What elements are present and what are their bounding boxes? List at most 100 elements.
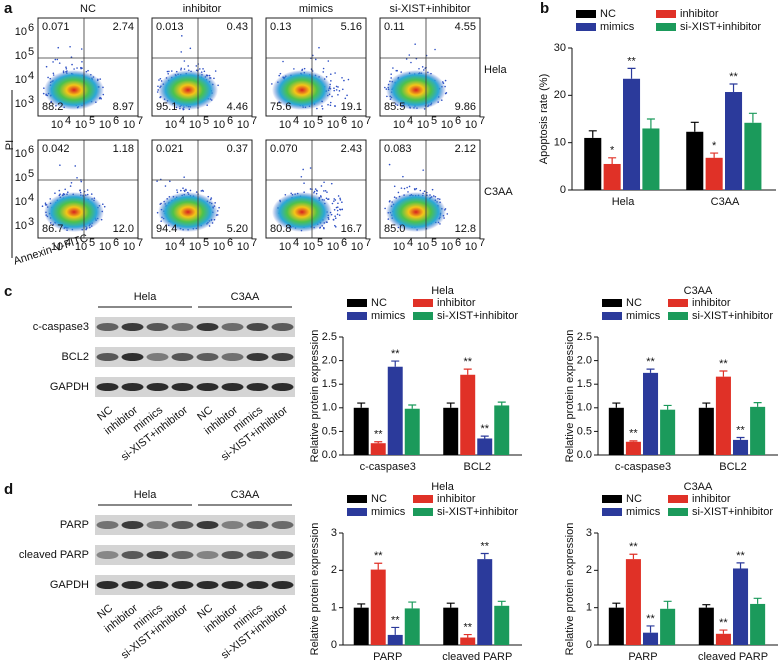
bar: [584, 137, 602, 190]
band: [171, 383, 194, 391]
event-dot: [408, 54, 411, 56]
y-tick-exponent: 6: [28, 144, 34, 156]
x-tick-exponent: 4: [65, 115, 71, 127]
x-tick-base: 10: [393, 241, 405, 253]
chart-title: Hela: [431, 285, 455, 297]
membrane: [95, 515, 295, 535]
bar: [744, 122, 762, 190]
event-dot: [402, 175, 404, 178]
event-dot: [341, 88, 344, 91]
event-dot: [329, 104, 332, 107]
x-tick-label: BCL2: [719, 461, 747, 473]
event-dot: [393, 185, 396, 188]
error-bar: [663, 600, 672, 609]
event-dot: [322, 71, 325, 73]
x-tick-base: 10: [327, 241, 339, 253]
event-dot: [180, 35, 183, 37]
band: [96, 353, 119, 361]
y-tick-label: 10: [554, 137, 566, 149]
bar: [733, 568, 749, 645]
event-dot: [70, 182, 73, 184]
quadrant-value: 2.43: [341, 143, 362, 155]
legend-label: NC: [371, 493, 387, 505]
event-dot: [164, 185, 167, 187]
error-bar: [736, 562, 745, 569]
y-tick-label: 1: [331, 602, 337, 614]
significance: **: [729, 71, 738, 83]
event-dot: [388, 163, 391, 166]
legend-label: mimics: [626, 506, 661, 518]
x-tick-base: 10: [123, 241, 135, 253]
event-dot: [156, 91, 159, 93]
event-dot: [159, 77, 162, 80]
event-dot: [156, 180, 158, 182]
y-tick-exponent: 4: [28, 70, 34, 82]
quadrant-value: 5.20: [227, 223, 248, 235]
legend-label: si-XIST+inhibitor: [692, 506, 773, 518]
event-dot: [339, 208, 341, 211]
band: [246, 383, 269, 391]
error-bar: [374, 562, 383, 570]
x-tick-exponent: 5: [431, 115, 437, 127]
band: [271, 581, 294, 589]
y-tick-label: 2.5: [577, 331, 592, 343]
error-bar: [646, 368, 655, 373]
quadrant-value: 0.11: [384, 21, 405, 33]
band: [171, 323, 194, 331]
y-tick-exponent: 6: [28, 22, 34, 34]
x-tick-exponent: 5: [89, 115, 95, 127]
bar: [733, 439, 749, 455]
event-dot: [217, 84, 219, 87]
event-dot: [102, 203, 104, 206]
quadrant-value: 12.0: [113, 223, 134, 235]
y-tick-label: 0: [560, 184, 566, 196]
event-dot: [407, 191, 409, 193]
event-dot: [183, 189, 185, 192]
event-dot: [444, 79, 447, 82]
bar: [404, 408, 420, 455]
event-dot: [334, 217, 337, 220]
error-bar: [748, 112, 757, 123]
band: [121, 353, 144, 361]
bar: [353, 607, 369, 645]
column-header: inhibitor: [183, 3, 222, 15]
event-dot: [201, 189, 204, 192]
x-tick-base: 10: [99, 119, 111, 131]
event-dot: [185, 189, 187, 191]
event-dot: [54, 192, 56, 195]
legend-label: NC: [626, 297, 642, 309]
event-dot: [335, 85, 338, 88]
quadrant-value: 0.013: [156, 21, 184, 33]
event-dot: [81, 61, 83, 63]
event-dot: [414, 188, 416, 191]
x-tick-base: 10: [213, 119, 225, 131]
error-bar: [710, 152, 719, 158]
event-dot: [42, 92, 45, 95]
event-dot: [408, 185, 411, 188]
event-dot: [337, 86, 339, 88]
panel-label: c: [4, 283, 12, 300]
chart-title: Hela: [431, 481, 455, 493]
band: [121, 323, 144, 331]
membrane: [95, 575, 295, 595]
event-dot: [195, 65, 198, 67]
quadrant-value: 9.86: [455, 101, 476, 113]
x-tick-base: 10: [165, 241, 177, 253]
legend-label: NC: [371, 297, 387, 309]
x-tick-base: 10: [465, 241, 477, 253]
event-dot: [392, 67, 394, 69]
band: [146, 323, 169, 331]
event-dot: [329, 101, 332, 104]
event-dot: [300, 175, 303, 178]
event-dot: [336, 206, 339, 208]
x-tick-exponent: 5: [203, 237, 209, 249]
significance: **: [736, 550, 745, 562]
event-dot: [74, 165, 77, 167]
bar: [370, 569, 386, 645]
x-tick-exponent: 7: [365, 237, 371, 249]
y-tick-label: 0.5: [577, 425, 592, 437]
bar: [750, 406, 766, 455]
y-tick-label: 2.5: [322, 331, 337, 343]
x-tick-exponent: 6: [227, 115, 233, 127]
x-tick-base: 10: [189, 241, 201, 253]
